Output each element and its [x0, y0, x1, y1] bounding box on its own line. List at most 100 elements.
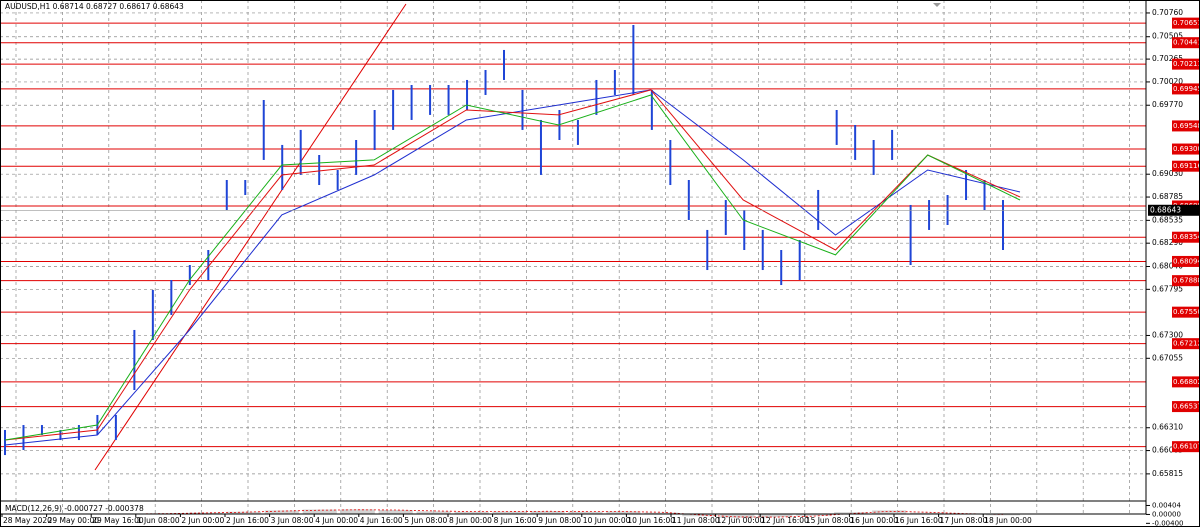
y-tick-label: 0.70020 — [1152, 77, 1183, 86]
x-tick-label: 12 Jun 00:00 — [717, 516, 765, 525]
x-tick-label: 11 Jun 08:00 — [672, 516, 720, 525]
level-label-box — [1172, 160, 1200, 172]
trend-line — [94, 3, 407, 471]
macd-bar — [872, 510, 907, 515]
x-tick-label: 2 Jun 16:00 — [226, 516, 269, 525]
x-tick-label: 5 Jun 08:00 — [404, 516, 447, 525]
macd-bar — [454, 511, 489, 515]
level-label-box — [1172, 401, 1200, 413]
y-tick-label: 0.66310 — [1152, 423, 1183, 432]
price-axis: 0.70760 0.70505 0.70265 0.70020 0.69770 0.690… — [1, 8, 1200, 527]
level-label-box — [1172, 441, 1200, 453]
x-tick-label: 16 Jun 00:00 — [850, 516, 898, 525]
level-label-box — [1172, 255, 1200, 267]
x-tick-label: 10 Jun 16:00 — [627, 516, 675, 525]
current-price-label: 0.68643 — [1150, 205, 1181, 214]
level-label: 0.66802 — [1173, 378, 1200, 386]
macd-bar — [720, 514, 755, 518]
x-tick-label: 29 May 16:00 — [92, 516, 144, 525]
x-tick-label: 17 Jun 08:00 — [940, 516, 988, 525]
level-label: 0.67550 — [1173, 308, 1200, 316]
y-tick-label: 0.67055 — [1152, 353, 1183, 362]
macd-bar — [492, 511, 527, 515]
macd-bar — [758, 514, 793, 518]
macd-bar — [985, 514, 1021, 516]
current-price-box — [1148, 204, 1200, 216]
level-label: 0.68094 — [1173, 257, 1200, 265]
x-tick-label: 12 Jun 16:00 — [761, 516, 809, 525]
x-tick-label: 1 Jun 08:00 — [137, 516, 180, 525]
x-tick-label: 9 Jun 08:00 — [538, 516, 581, 525]
level-label: 0.67888 — [1173, 277, 1200, 285]
level-label: 0.70651 — [1173, 19, 1200, 27]
level-label-box — [1172, 231, 1200, 243]
x-tick-label: 29 May 00:00 — [48, 516, 100, 525]
level-label: 0.69116 — [1173, 162, 1200, 170]
x-tick-label: 10 Jun 00:00 — [583, 516, 631, 525]
macd-bar — [568, 511, 603, 515]
macd-bar — [606, 511, 641, 515]
level-label: 0.66537 — [1173, 403, 1200, 411]
level-label: 0.70211 — [1173, 60, 1200, 68]
level-label-box — [1172, 376, 1200, 388]
macd-bar — [340, 509, 375, 515]
chart-title: AUDUSD,H1 0.68714 0.68727 0.68617 0.6864… — [5, 2, 184, 11]
y-tick-label: 0.67795 — [1152, 284, 1183, 293]
y-tick-label: 0.68290 — [1152, 238, 1183, 247]
macd-bar — [796, 514, 831, 516]
macd-bar — [378, 510, 413, 515]
x-tick-label: 15 Jun 08:00 — [806, 516, 854, 525]
x-tick-label: 4 Jun 16:00 — [360, 516, 403, 525]
y-tick-label: 0.00000 — [1152, 510, 1181, 518]
y-tick-label: -0.00400 — [1152, 519, 1183, 527]
plot — [0, 24, 1146, 518]
grid — [0, 0, 1146, 514]
x-tick-label: 18 Jun 00:00 — [984, 516, 1032, 525]
level-label: 0.66107 — [1173, 443, 1200, 451]
macd-bar — [530, 511, 565, 515]
level-label: 0.70441 — [1173, 39, 1200, 47]
moving-average — [4, 94, 1021, 441]
y-tick-label: 0.70760 — [1152, 8, 1183, 17]
level-label-box — [1172, 37, 1200, 49]
levels — [0, 22, 1146, 448]
macd-bar — [264, 510, 299, 515]
moving-average — [4, 89, 1021, 441]
y-tick-label: 0.68785 — [1152, 192, 1183, 201]
macd-bar — [302, 509, 337, 515]
shift-marker — [933, 3, 941, 7]
y-tick-label: 0.65815 — [1152, 469, 1183, 478]
level-label-box — [1172, 58, 1200, 70]
x-tick-label: 4 Jun 00:00 — [315, 516, 358, 525]
level-label: 0.69300 — [1173, 145, 1200, 153]
x-tick-label: 3 Jun 08:00 — [271, 516, 314, 525]
macd-bar — [226, 511, 261, 515]
x-tick-label: 8 Jun 16:00 — [494, 516, 537, 525]
level-label-box — [1172, 275, 1200, 287]
level-label: 0.69548 — [1173, 122, 1200, 130]
macd-bar — [416, 511, 451, 515]
level-label-box — [1172, 83, 1200, 95]
y-tick-label: 0.66065 — [1152, 446, 1183, 455]
macd-title: MACD(12,26,9) -0.000727 -0.000378 — [5, 504, 144, 513]
x-tick-label: 2 Jun 00:00 — [181, 516, 224, 525]
y-tick-label: 0.68535 — [1152, 215, 1183, 224]
level-label-box — [1172, 17, 1200, 29]
y-tick-label: 0.68040 — [1152, 261, 1183, 270]
y-tick-label: 0.69770 — [1152, 100, 1183, 109]
x-tick-label: 28 May 2020 — [3, 516, 52, 525]
y-tick-label: 0.67300 — [1152, 330, 1183, 339]
level-label: 0.67212 — [1173, 340, 1200, 348]
x-tick-label: 8 Jun 00:00 — [449, 516, 492, 525]
level-label: 0.68354 — [1173, 233, 1200, 241]
y-tick-label: 0.69030 — [1152, 169, 1183, 178]
y-tick-label: 0.00404 — [1152, 501, 1181, 509]
y-tick-label: 0.70505 — [1152, 32, 1183, 41]
level-label-box — [1172, 120, 1200, 132]
macd-bar — [682, 514, 717, 517]
signal-line — [129, 509, 1004, 518]
level-label: 0.69945 — [1173, 85, 1200, 93]
level-label-box — [1172, 338, 1200, 350]
